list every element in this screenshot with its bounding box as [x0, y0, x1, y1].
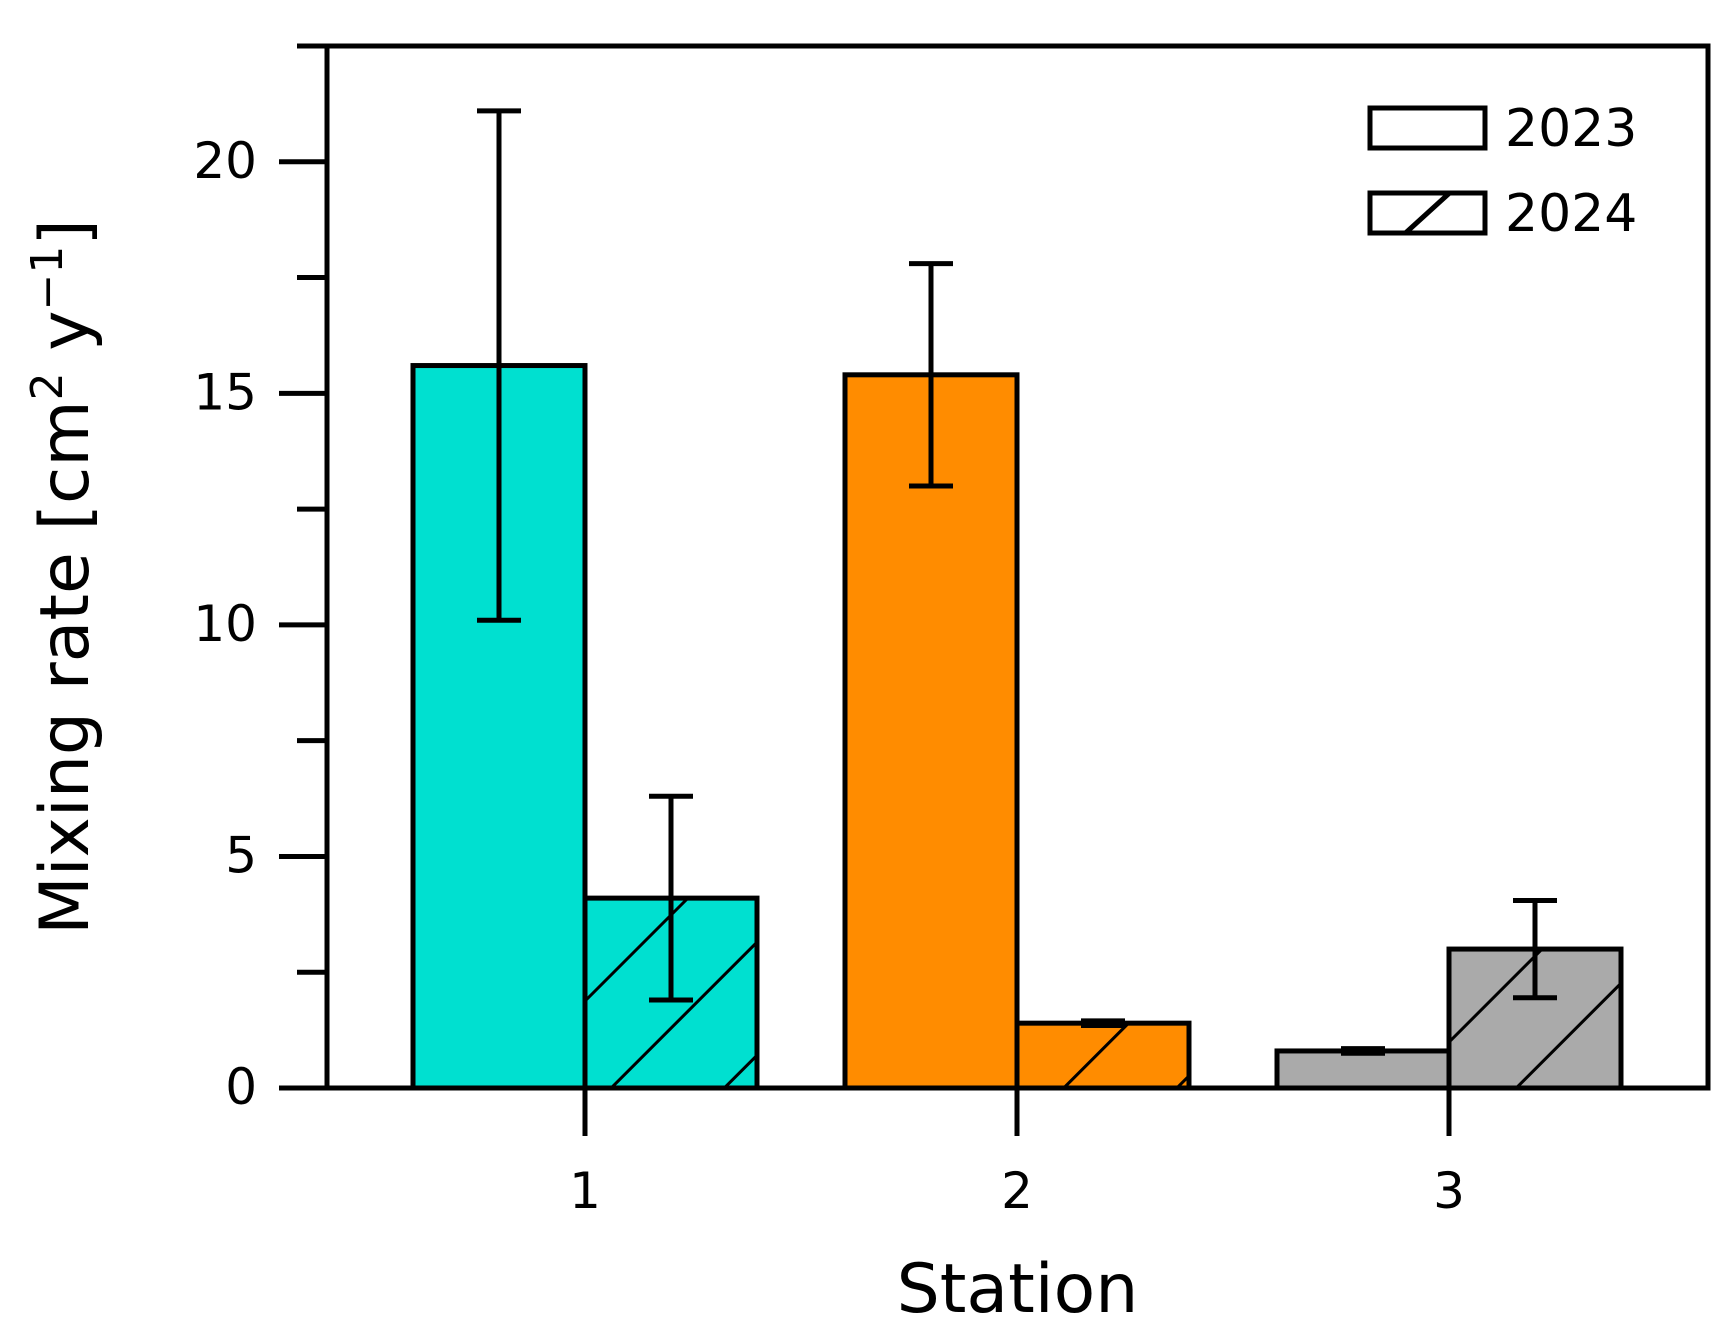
- legend-entry-2024: 2024: [1367, 184, 1637, 244]
- y-axis-label-superscript-2: −1: [22, 246, 73, 311]
- y-axis-label-suffix: ]: [26, 219, 105, 246]
- bar-station-3-2023: [1274, 1048, 1452, 1091]
- legend-swatch-2024: [1367, 190, 1488, 236]
- bar-station-3-2024: [1446, 946, 1624, 1091]
- y-axis-label-prefix: Mixing rate [cm: [26, 400, 105, 934]
- y-axis-label-mid: y: [26, 311, 105, 373]
- y-axis: 0 5 10 15 20: [193, 43, 327, 1116]
- error-bar-station-1-2023: [477, 108, 521, 623]
- y-tick-label-5: 5: [225, 826, 257, 884]
- error-bars-layer: [477, 108, 1557, 1056]
- y-axis-label-superscript-1: 2: [22, 372, 73, 400]
- y-tick-label-15: 15: [193, 363, 257, 421]
- legend-swatch-2023: [1367, 105, 1488, 151]
- x-tick-label-3: 3: [1433, 1162, 1465, 1220]
- legend-label-2023: 2023: [1505, 99, 1637, 159]
- y-axis-label: Mixing rate [cm2 y−1]: [22, 219, 105, 935]
- error-bar-station-1-2024: [649, 793, 693, 1003]
- error-bar-station-3-2024: [1513, 897, 1557, 1001]
- x-tick-label-1: 1: [569, 1162, 601, 1220]
- legend-entry-2023: 2023: [1367, 99, 1637, 159]
- legend: 2023 2024: [1367, 99, 1637, 244]
- x-axis: 1 2 3: [569, 1088, 1465, 1220]
- x-axis-label: Station: [897, 1250, 1139, 1329]
- error-bar-station-2-2024: [1081, 1018, 1125, 1028]
- y-tick-label-20: 20: [193, 132, 257, 190]
- legend-label-2024: 2024: [1505, 184, 1637, 244]
- y-tick-label-10: 10: [193, 595, 257, 653]
- error-bar-station-2-2023: [909, 261, 953, 489]
- y-tick-label-0: 0: [225, 1058, 257, 1116]
- x-tick-label-2: 2: [1001, 1162, 1033, 1220]
- error-bar-station-3-2023: [1341, 1046, 1385, 1056]
- bar-station-2-2024: [1014, 1020, 1192, 1091]
- bars-layer: [410, 363, 1624, 1091]
